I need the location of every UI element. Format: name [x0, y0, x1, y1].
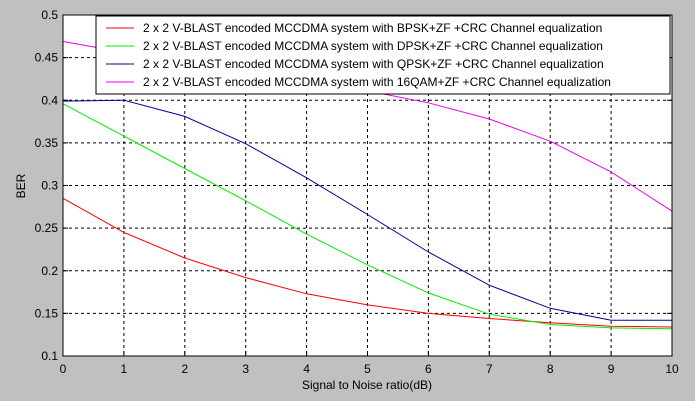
y-axis-ticks: 0.1 0.15 0.2 0.25 0.3 0.35 0.4 0.45 0.5	[35, 8, 672, 363]
legend-box	[95, 15, 671, 95]
x-tick-label: 3	[242, 362, 249, 376]
y-tick-label: 0.25	[35, 221, 59, 235]
y-tick-label: 0.35	[35, 136, 59, 150]
x-tick-label: 1	[121, 362, 128, 376]
x-tick-label: 2	[181, 362, 188, 376]
legend-entry: 2 x 2 V-BLAST encoded MCCDMA system with…	[143, 21, 602, 35]
legend-entry: 2 x 2 V-BLAST encoded MCCDMA system with…	[143, 75, 611, 89]
x-tick-label: 10	[665, 362, 679, 376]
y-tick-label: 0.1	[41, 349, 58, 363]
x-tick-label: 4	[303, 362, 310, 376]
y-tick-label: 0.3	[41, 179, 58, 193]
x-tick-label: 7	[486, 362, 493, 376]
series-line-3	[62, 99, 672, 321]
y-tick-label: 0.5	[41, 8, 58, 22]
y-axis-label: BER	[14, 173, 28, 198]
legend: 2 x 2 V-BLAST encoded MCCDMA system with…	[95, 15, 671, 95]
y-tick-label: 0.2	[41, 264, 58, 278]
x-tick-label: 6	[425, 362, 432, 376]
y-tick-label: 0.15	[35, 306, 59, 320]
x-tick-label: 0	[60, 362, 67, 376]
x-tick-label: 8	[547, 362, 554, 376]
legend-entry: 2 x 2 V-BLAST encoded MCCDMA system with…	[143, 39, 603, 53]
y-tick-label: 0.45	[35, 51, 59, 65]
x-tick-label: 5	[364, 362, 371, 376]
series-line-1	[62, 197, 673, 328]
x-axis-label: Signal to Noise ratio(dB)	[302, 378, 432, 392]
series-line-2	[62, 103, 673, 330]
x-tick-label: 9	[608, 362, 615, 376]
plot-frame	[62, 14, 673, 357]
legend-entry: 2 x 2 V-BLAST encoded MCCDMA system with…	[143, 57, 604, 71]
y-tick-label: 0.4	[41, 93, 58, 107]
